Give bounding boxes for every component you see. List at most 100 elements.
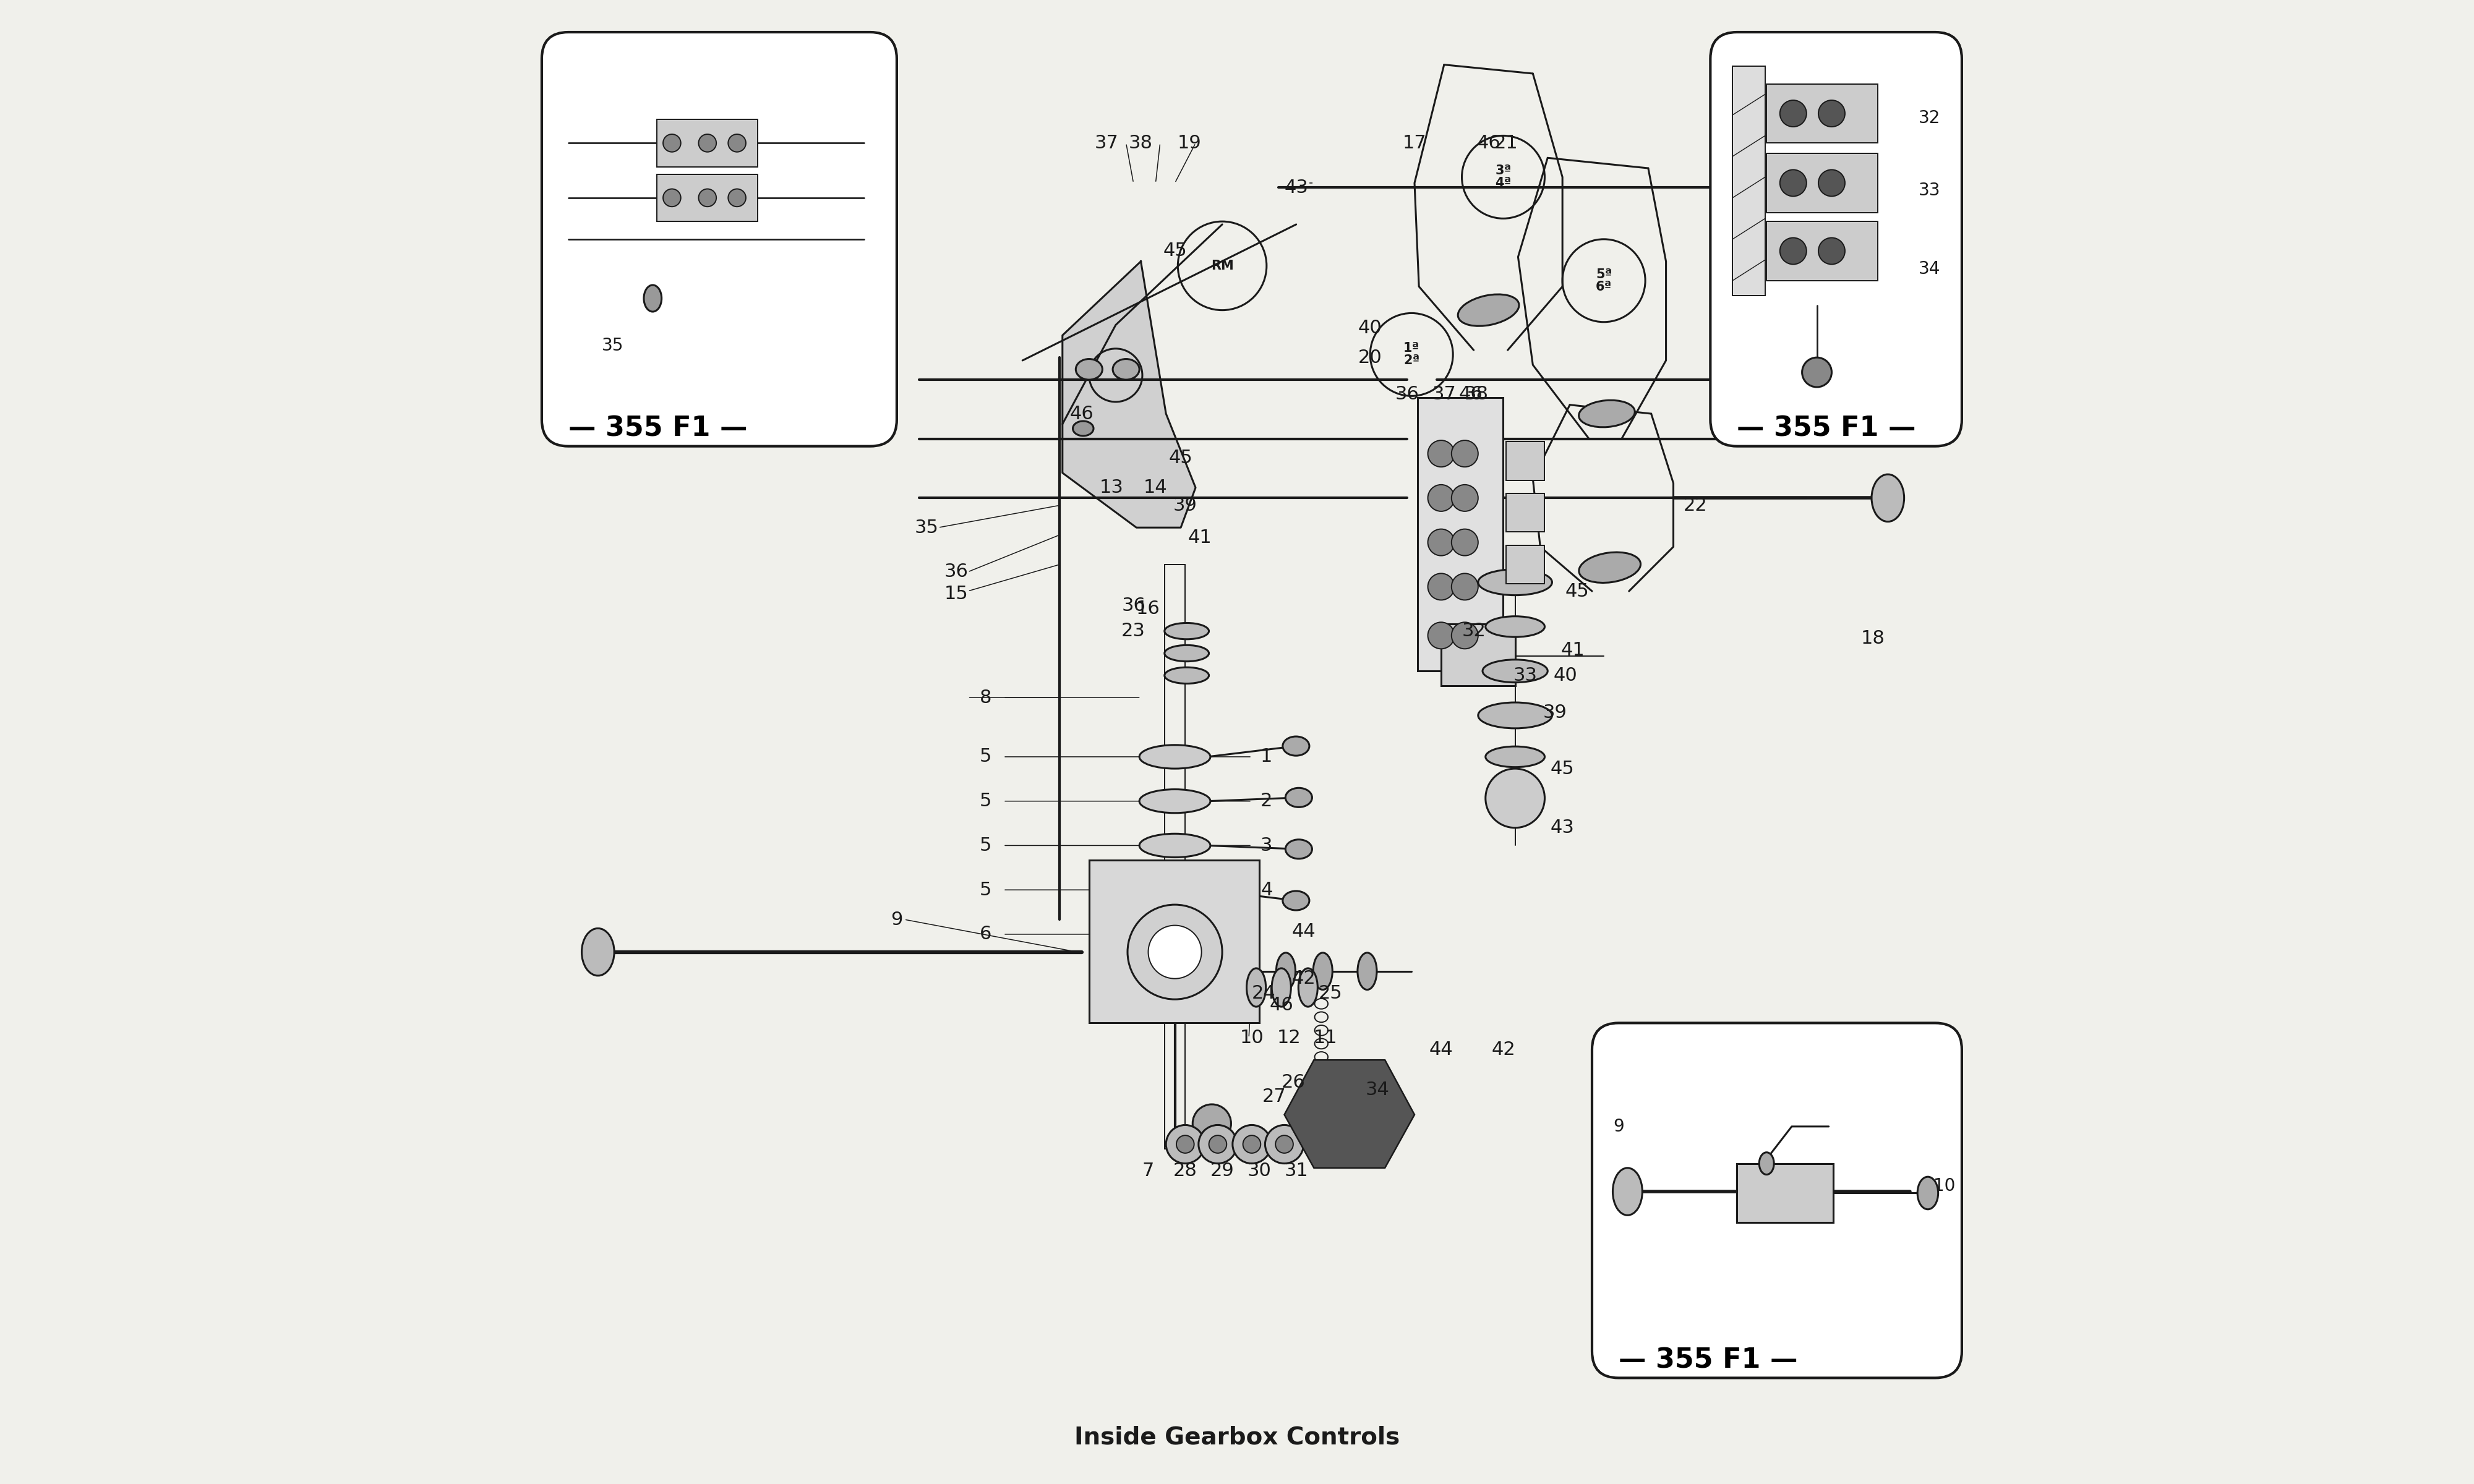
Ellipse shape bbox=[1272, 968, 1291, 1006]
Ellipse shape bbox=[1282, 890, 1309, 910]
Circle shape bbox=[1128, 905, 1222, 999]
Circle shape bbox=[1192, 1104, 1232, 1143]
Bar bbox=[1732, 67, 1764, 295]
Text: 7: 7 bbox=[1143, 1162, 1155, 1180]
Text: 21: 21 bbox=[1494, 134, 1519, 151]
Ellipse shape bbox=[1578, 401, 1635, 427]
Text: 8: 8 bbox=[980, 689, 992, 706]
Circle shape bbox=[1148, 926, 1202, 978]
Text: 43: 43 bbox=[1551, 819, 1573, 837]
Text: 4: 4 bbox=[1262, 881, 1272, 899]
Text: 44: 44 bbox=[1430, 1040, 1452, 1058]
Ellipse shape bbox=[1299, 968, 1319, 1006]
Text: 46: 46 bbox=[1069, 405, 1094, 423]
Text: 18: 18 bbox=[1860, 629, 1885, 647]
Text: 27: 27 bbox=[1262, 1088, 1286, 1106]
Text: 36: 36 bbox=[1395, 386, 1420, 404]
Circle shape bbox=[1427, 441, 1455, 467]
Text: 37: 37 bbox=[1096, 134, 1118, 151]
Ellipse shape bbox=[1917, 1177, 1937, 1209]
Text: 34: 34 bbox=[1917, 260, 1940, 278]
Text: 6: 6 bbox=[980, 926, 992, 944]
Ellipse shape bbox=[1282, 736, 1309, 755]
Bar bbox=[1737, 1163, 1833, 1223]
Text: 42: 42 bbox=[1291, 969, 1316, 987]
Ellipse shape bbox=[1482, 659, 1549, 683]
Ellipse shape bbox=[1286, 840, 1311, 859]
Ellipse shape bbox=[1165, 623, 1210, 640]
Text: 31: 31 bbox=[1284, 1162, 1309, 1180]
Bar bbox=[1507, 545, 1544, 583]
Ellipse shape bbox=[1286, 788, 1311, 807]
Bar bbox=[1766, 221, 1878, 280]
FancyBboxPatch shape bbox=[542, 33, 896, 447]
Circle shape bbox=[1452, 485, 1477, 512]
Text: 9: 9 bbox=[891, 911, 903, 929]
Ellipse shape bbox=[1314, 953, 1333, 990]
Text: 36: 36 bbox=[1121, 597, 1145, 614]
Ellipse shape bbox=[1613, 1168, 1643, 1215]
Text: 20: 20 bbox=[1358, 349, 1383, 367]
Circle shape bbox=[698, 188, 717, 206]
Text: 26: 26 bbox=[1282, 1073, 1306, 1091]
Bar bbox=[658, 174, 757, 221]
Ellipse shape bbox=[1076, 359, 1103, 380]
Ellipse shape bbox=[1113, 359, 1141, 380]
Ellipse shape bbox=[1141, 745, 1210, 769]
Bar bbox=[1418, 398, 1504, 671]
Text: 13: 13 bbox=[1098, 479, 1123, 497]
Circle shape bbox=[1232, 1125, 1272, 1163]
Ellipse shape bbox=[1759, 1153, 1774, 1174]
Text: 45: 45 bbox=[1168, 450, 1192, 467]
Circle shape bbox=[1197, 1125, 1237, 1163]
Ellipse shape bbox=[1484, 616, 1544, 637]
Text: — 355 F1 —: — 355 F1 — bbox=[569, 416, 747, 442]
Text: 5: 5 bbox=[980, 792, 992, 810]
Text: 46: 46 bbox=[1477, 134, 1499, 151]
Text: 23: 23 bbox=[1121, 622, 1145, 640]
Bar bbox=[1089, 861, 1259, 1022]
Circle shape bbox=[698, 134, 717, 151]
Text: 11: 11 bbox=[1314, 1028, 1338, 1046]
Text: 12: 12 bbox=[1277, 1028, 1301, 1046]
Text: 35: 35 bbox=[601, 337, 623, 355]
Text: 28: 28 bbox=[1173, 1162, 1197, 1180]
Ellipse shape bbox=[1141, 789, 1210, 813]
Text: 3ª
4ª: 3ª 4ª bbox=[1494, 165, 1512, 190]
Circle shape bbox=[727, 134, 745, 151]
Text: 3: 3 bbox=[1262, 837, 1272, 855]
Text: 41: 41 bbox=[1561, 641, 1586, 659]
Text: 22: 22 bbox=[1685, 497, 1707, 515]
Bar bbox=[1766, 153, 1878, 212]
Ellipse shape bbox=[1358, 953, 1378, 990]
Ellipse shape bbox=[1247, 968, 1267, 1006]
Circle shape bbox=[1427, 622, 1455, 649]
Text: 10: 10 bbox=[1932, 1177, 1954, 1195]
Text: 10: 10 bbox=[1239, 1028, 1264, 1046]
Text: 35: 35 bbox=[915, 518, 938, 537]
Text: 15: 15 bbox=[945, 585, 967, 603]
Text: 33: 33 bbox=[1514, 666, 1536, 684]
Text: 38: 38 bbox=[1465, 386, 1489, 404]
Circle shape bbox=[1264, 1125, 1304, 1163]
Text: 40: 40 bbox=[1358, 319, 1383, 337]
Circle shape bbox=[1427, 530, 1455, 555]
Text: 32: 32 bbox=[1917, 110, 1940, 126]
Text: 36: 36 bbox=[945, 562, 967, 580]
Text: 5: 5 bbox=[980, 748, 992, 766]
Circle shape bbox=[1452, 622, 1477, 649]
Ellipse shape bbox=[1074, 421, 1094, 436]
Text: Inside Gearbox Controls: Inside Gearbox Controls bbox=[1074, 1426, 1400, 1448]
Circle shape bbox=[1818, 237, 1846, 264]
Circle shape bbox=[663, 188, 680, 206]
Text: 2: 2 bbox=[1262, 792, 1272, 810]
Text: 19: 19 bbox=[1178, 134, 1202, 151]
Ellipse shape bbox=[1165, 646, 1210, 662]
Text: 16: 16 bbox=[1136, 600, 1160, 617]
Text: 45: 45 bbox=[1566, 582, 1588, 600]
Ellipse shape bbox=[1578, 552, 1640, 583]
Text: 37: 37 bbox=[1432, 386, 1457, 404]
Circle shape bbox=[1427, 573, 1455, 600]
Circle shape bbox=[1818, 101, 1846, 126]
Ellipse shape bbox=[1477, 570, 1551, 595]
